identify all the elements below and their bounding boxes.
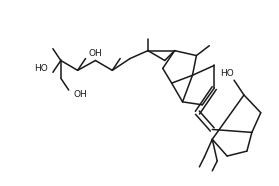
Text: HO: HO (220, 69, 234, 78)
Text: OH: OH (74, 90, 87, 100)
Text: OH: OH (88, 49, 102, 58)
Text: HO: HO (34, 64, 48, 73)
